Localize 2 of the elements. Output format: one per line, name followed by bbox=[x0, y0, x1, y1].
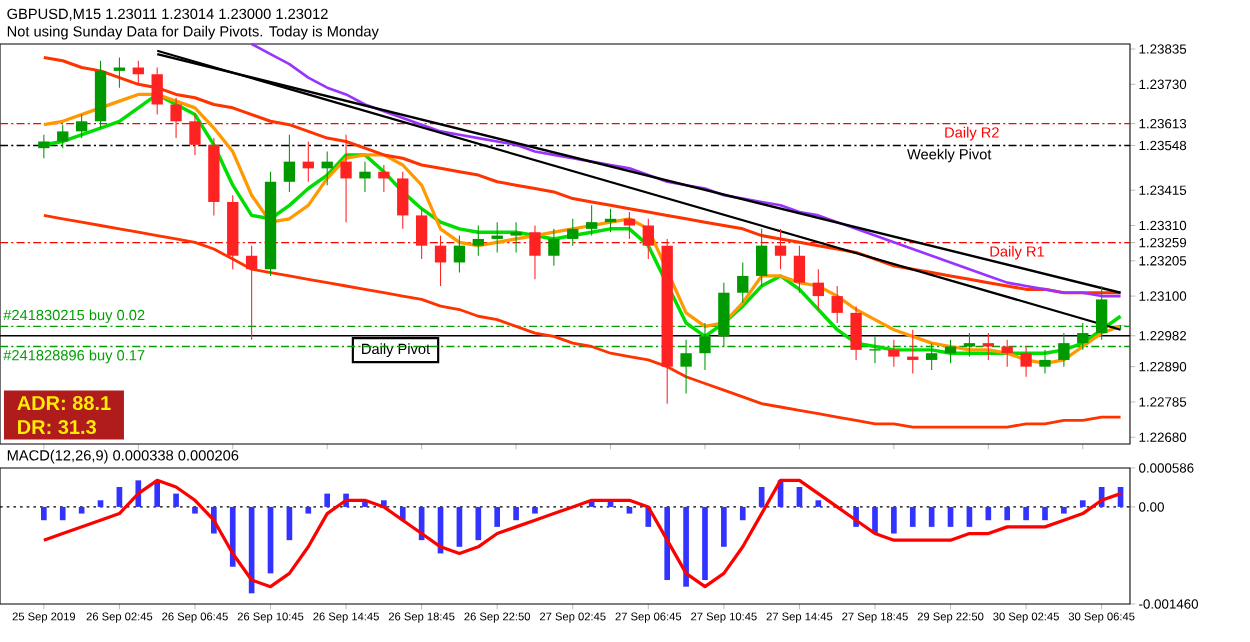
annotation: ADR: 88.1 bbox=[17, 395, 111, 411]
annotation: DR: 31.3 bbox=[18, 419, 97, 435]
